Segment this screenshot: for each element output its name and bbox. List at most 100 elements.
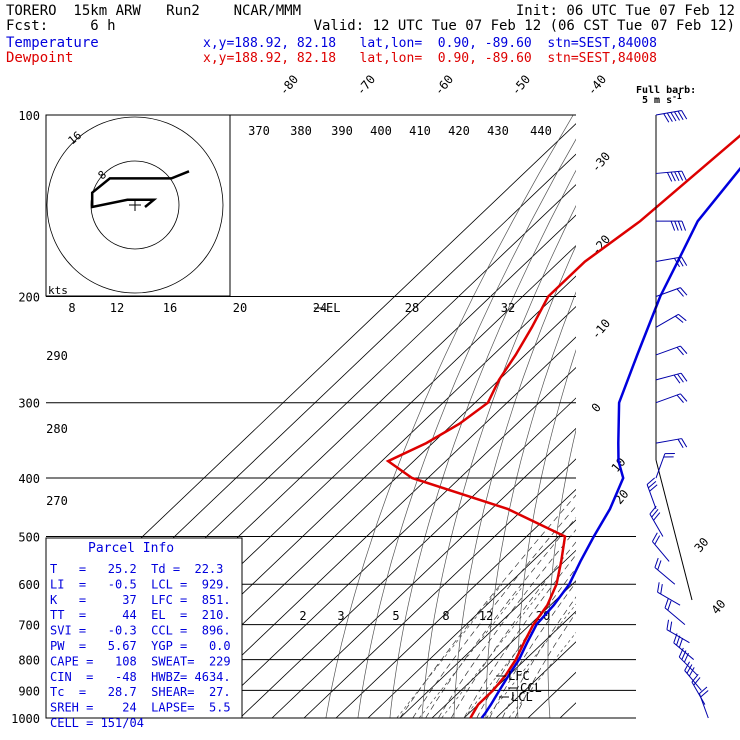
- annotation-el: EL: [326, 301, 340, 315]
- parcel-row: CELL = 151/04: [50, 716, 144, 730]
- barb-flag: [667, 600, 672, 611]
- parcel-row: Tc = 28.7 SHEAR= 27.: [50, 685, 231, 699]
- isotherm: [559, 702, 576, 718]
- parcel-row: SVI = -0.3 CCL = 896.: [50, 624, 231, 638]
- temperature-tick-0: 0: [589, 400, 604, 415]
- isotherm: [399, 549, 576, 718]
- temperature-tick--20: -20: [589, 232, 614, 258]
- wind-barb-950: [691, 673, 706, 705]
- pressure-label-400: 400: [18, 472, 40, 486]
- barb-flag: [680, 372, 688, 382]
- parcel-info-box: Parcel Info T = 25.2 Td = 22.3LI = -0.5 L…: [45, 537, 243, 730]
- pressure-label-700: 700: [18, 619, 40, 633]
- hodograph-unit: kts: [48, 284, 68, 297]
- dry-adiabat: [606, 115, 722, 718]
- theta-label-440: 440: [530, 124, 552, 138]
- wind-barb-600: [654, 557, 676, 585]
- barb-staff: [655, 256, 682, 263]
- barb-staff: [678, 656, 698, 676]
- barb-flag: [676, 394, 684, 403]
- barb-flag: [699, 686, 708, 694]
- barb-flag: [677, 221, 683, 231]
- barb-staff: [664, 607, 686, 625]
- barb-flag: [700, 690, 709, 698]
- temperature-legend: Temperature: [6, 35, 99, 51]
- parcel-row: PW = 5.67 YGP = 0.0: [50, 639, 231, 653]
- mixing-ratio-label-8: 8: [442, 609, 449, 623]
- hodograph-speed-label-32: 32: [501, 301, 515, 315]
- barb-staff: [655, 393, 681, 404]
- barb-scale-units-exp: -1: [672, 92, 682, 101]
- barb-flag: [653, 512, 661, 521]
- wind-barbs: [646, 109, 709, 719]
- barb-staff: [655, 313, 679, 328]
- dry-adiabat: [421, 205, 576, 718]
- pressure-label-900: 900: [18, 684, 40, 698]
- dry-adiabat: [547, 428, 576, 718]
- parcel-row: K = 37 LFC = 851.: [50, 593, 231, 607]
- wind-barb-300: [655, 393, 688, 404]
- isotherm: [175, 336, 576, 718]
- hodograph-speed-label-8: 8: [68, 301, 75, 315]
- barb-staff: [655, 453, 666, 479]
- isotherm: [431, 580, 576, 718]
- barb-staff: [657, 591, 681, 606]
- parcel-title: Parcel Info: [88, 541, 174, 556]
- wind-barb-750: [666, 619, 690, 644]
- barb-flag: [669, 621, 673, 632]
- barb-staff: [655, 287, 681, 297]
- barb-staff: [655, 345, 681, 356]
- barb-scale-units-text: 5 m s: [642, 95, 672, 106]
- barb-staff: [655, 109, 682, 116]
- barb-flag: [677, 438, 684, 449]
- parcel-row: TT = 44 EL = 210.: [50, 608, 231, 622]
- barb-flag: [673, 374, 681, 384]
- barb-flag: [678, 647, 684, 658]
- dry-adiabat: [688, 115, 740, 718]
- dewpoint-legend: Dewpoint: [6, 50, 73, 66]
- mixing-ratio-line: [396, 584, 503, 718]
- wind-barb-450: [646, 477, 658, 510]
- barb-flag: [681, 170, 687, 181]
- barb-flag: [666, 172, 673, 182]
- isotherm: [367, 519, 576, 718]
- pressure-label-300: 300: [18, 397, 40, 411]
- hodograph-trace: [90, 170, 190, 209]
- mixing-ratio-label-2: 2: [299, 609, 306, 623]
- theta-label-390: 390: [331, 124, 353, 138]
- parcel-row: CAPE = 108 SWEAT= 229: [50, 654, 231, 668]
- dry-adiabat: [453, 244, 576, 718]
- barb-flag: [657, 582, 660, 593]
- temperature-tick--30: -30: [589, 149, 614, 175]
- theta-label-410: 410: [409, 124, 431, 138]
- mixing-ratio-label-3: 3: [337, 609, 344, 623]
- barb-flag: [678, 637, 684, 648]
- parcel-row: SREH = 24 LAPSE= 5.5: [50, 701, 231, 715]
- barb-flag: [649, 484, 658, 492]
- barb-flag: [676, 635, 681, 646]
- barb-flag: [651, 532, 658, 542]
- theta-label-290: 290: [46, 349, 68, 363]
- barb-flag: [681, 438, 688, 448]
- dry-adiabat: [634, 115, 739, 718]
- header-line1-left: TORERO 15km ARW Run2 NCAR/MMM: [6, 3, 301, 19]
- wind-barb-100: [655, 109, 688, 123]
- temperature-tick--10: -10: [589, 316, 614, 342]
- wind-barb-850: [678, 647, 698, 676]
- hodograph-speed-label-24: 24: [313, 301, 327, 315]
- temperature-tick--40: -40: [585, 72, 610, 98]
- barb-staff: [646, 484, 657, 510]
- barb-flag: [680, 393, 688, 402]
- wind-barb-900: [684, 661, 702, 691]
- wind-barb-500: [649, 505, 664, 537]
- moist-adiabat: [450, 541, 576, 718]
- barb-staff: [654, 567, 676, 585]
- barb-flag: [670, 171, 676, 182]
- barb-staff: [652, 541, 670, 562]
- barb-flag: [674, 171, 680, 182]
- barb-flag: [666, 112, 673, 122]
- theta-label-430: 430: [487, 124, 509, 138]
- barb-scale-units: 5 m s-1: [642, 92, 682, 106]
